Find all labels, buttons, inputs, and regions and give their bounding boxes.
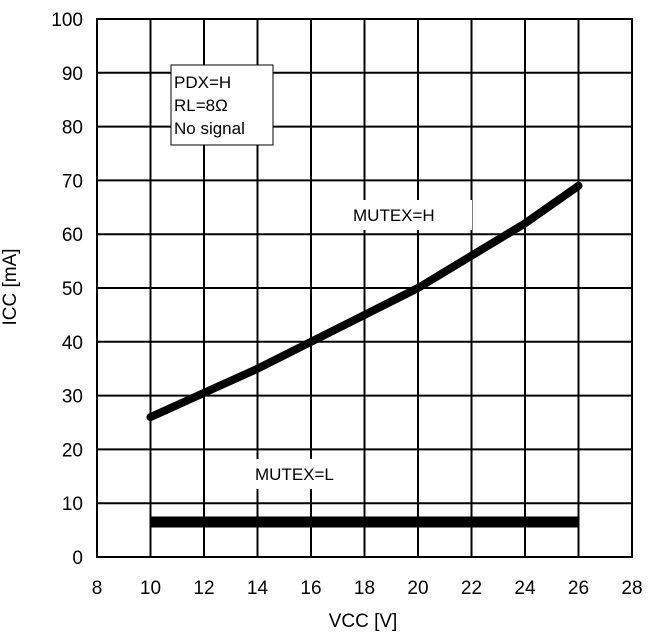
condition-note: PDX=H RL=8Ω No signal	[170, 64, 274, 146]
y-tick-label: 40	[62, 333, 83, 354]
y-axis-title: ICC [mA]	[0, 248, 21, 325]
plot-border	[96, 18, 633, 558]
condition-pdx: PDX=H	[174, 73, 231, 92]
y-tick-label: 90	[62, 64, 83, 85]
y-tick-label: 70	[62, 171, 83, 192]
x-tick-label: 16	[300, 578, 321, 599]
condition-rl: RL=8Ω	[174, 96, 228, 115]
x-tick-label: 24	[514, 578, 536, 599]
y-tick-label: 80	[62, 118, 83, 139]
x-tick-label: 20	[407, 578, 428, 599]
condition-signal: No signal	[174, 119, 245, 138]
x-tick-label: 10	[140, 578, 161, 599]
y-tick-label: 20	[62, 440, 83, 461]
x-tick-label: 8	[92, 578, 103, 599]
series-label-mutex-l: MUTEX=L	[255, 465, 334, 484]
x-tick-label: 18	[354, 578, 375, 599]
y-tick-label: 50	[62, 279, 83, 300]
y-tick-label: 30	[62, 387, 83, 408]
x-tick-label: 14	[247, 578, 269, 599]
plot-frame	[96, 18, 633, 558]
y-tick-label: 100	[51, 10, 83, 31]
series-line-mutex-h	[146, 181, 583, 422]
x-tick-label: 22	[461, 578, 482, 599]
y-tick-label: 60	[62, 225, 83, 246]
y-tick-label: 10	[62, 494, 83, 515]
x-axis-title: VCC [V]	[329, 611, 398, 632]
tick-labels: 8 10 12 14 16 18 20 22 24 26 28 0 10 20 30 40 50 60 70 80 90…	[51, 10, 642, 599]
series-labels: MUTEX=H MUTEX=L	[252, 200, 472, 489]
series-label-mutex-h: MUTEX=H	[353, 206, 435, 225]
y-tick-label: 0	[72, 548, 83, 569]
x-tick-label: 26	[568, 578, 589, 599]
x-tick-label: 12	[193, 578, 214, 599]
x-tick-label: 28	[621, 578, 642, 599]
series-lines	[146, 181, 583, 528]
